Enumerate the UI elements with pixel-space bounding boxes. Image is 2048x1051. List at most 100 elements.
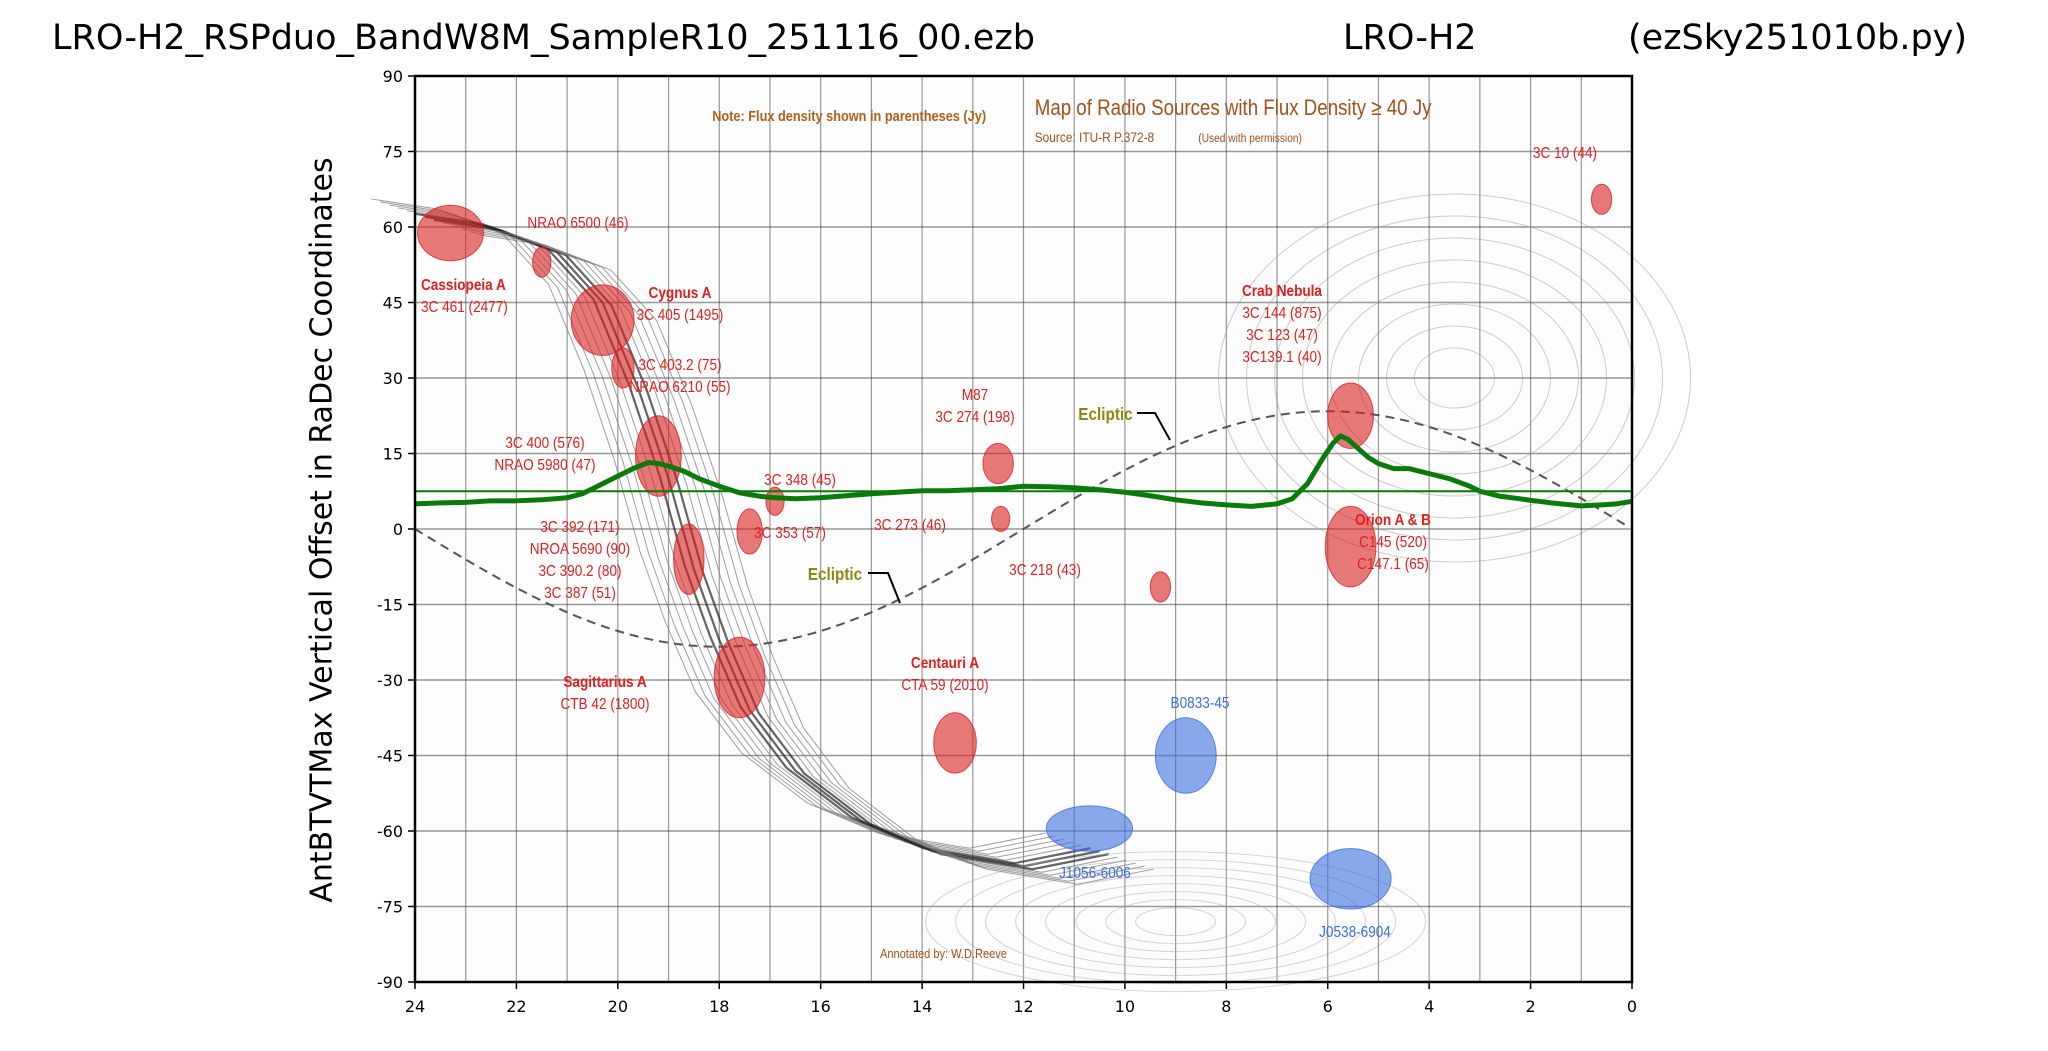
source-label-text: 3C 348 (45)	[764, 472, 836, 489]
source-label-text: Cassiopeia A	[421, 277, 506, 294]
source-label-text: C145 (520)	[1359, 534, 1427, 551]
radio-source-marker	[1149, 571, 1172, 603]
y-tick-label: 90	[383, 67, 403, 86]
source-label-text: 3C 403.2 (75)	[638, 357, 721, 374]
source-label-text: CTB 42 (1800)	[560, 696, 649, 713]
y-tick-label: 75	[383, 143, 403, 162]
script-title: (ezSky251010b.py)	[1628, 18, 1968, 58]
source-label-text: Cygnus A	[649, 285, 712, 302]
source-label: 3C 400 (576) NRAO 5980 (47)	[494, 435, 595, 474]
source-label: Cassiopeia A 3C 461 (2477)	[421, 277, 508, 316]
contour-line	[1218, 193, 1692, 563]
ecliptic-label: Ecliptic	[808, 564, 862, 584]
source-label: Sagittarius A CTB 42 (1800)	[560, 674, 649, 713]
source-label-text: 3C 218 (43)	[1009, 562, 1081, 579]
contour-line	[1105, 899, 1247, 945]
source-label-text: 3C 273 (46)	[874, 517, 946, 534]
source-label-text: NRAO 6500 (46)	[527, 215, 628, 232]
x-tick-label: 22	[506, 997, 526, 1016]
contour-line	[1302, 259, 1608, 497]
contour-line	[955, 859, 1397, 985]
y-tick-label: 30	[383, 369, 403, 388]
source-label-text: 3C139.1 (40)	[1242, 349, 1321, 366]
source-label-text: Orion A & B	[1355, 512, 1431, 529]
source-label: NRAO 6500 (46)	[527, 215, 628, 232]
source-label-text: Centauri A	[911, 655, 979, 672]
contour-line	[470, 231, 1145, 882]
x-tick-label: 12	[1013, 997, 1033, 1016]
ecliptic-pointer	[1137, 412, 1171, 441]
radio-source-marker	[982, 442, 1014, 485]
radio-source-marker	[417, 204, 484, 262]
source-label-text: 3C 144 (875)	[1242, 305, 1321, 322]
source-label-text: J1056-6006	[1059, 865, 1131, 882]
radio-source-marker	[713, 636, 766, 719]
y-tick-label: -60	[377, 822, 403, 841]
contour-line	[461, 228, 1136, 879]
source-label: J0538-6904	[1319, 924, 1391, 941]
radio-source-marker	[532, 246, 552, 278]
contour-line	[925, 851, 1427, 993]
contour-line	[1015, 875, 1337, 969]
contour-line	[1414, 347, 1496, 409]
contour-line	[433, 218, 1109, 871]
contour-line	[452, 225, 1127, 876]
contour-line	[1246, 215, 1664, 541]
radio-source-marker	[765, 486, 785, 516]
x-tick-label: 2	[1525, 997, 1535, 1016]
contour-line	[1358, 303, 1552, 453]
y-tick-label: -30	[377, 671, 403, 690]
radio-source-marker	[1324, 505, 1377, 588]
source-label: Crab Nebula 3C 144 (875) 3C 123 (47) 3C139.…	[1242, 283, 1323, 366]
y-tick-label: 60	[383, 218, 403, 237]
radio-source-marker	[570, 284, 635, 356]
source-label-text: 3C 390.2 (80)	[538, 563, 621, 580]
source-label: 3C 218 (43)	[1009, 562, 1081, 579]
source-label-text: 3C 461 (2477)	[421, 299, 508, 316]
source-label-text: NRAO 5980 (47)	[494, 457, 595, 474]
contour-line	[1045, 883, 1307, 961]
source-label: Orion A & B C145 (520) C147.1 (65)	[1355, 512, 1431, 573]
station-title: LRO-H2	[1343, 18, 1477, 58]
source-label-text: 3C 123 (47)	[1246, 327, 1318, 344]
source-label-text: 3C 405 (1495)	[637, 307, 724, 324]
annotated-by-annotation: Annotated by: W.D.Reeve	[880, 946, 1007, 961]
contour-line	[1135, 907, 1217, 937]
source-label: B0833-45	[1171, 695, 1230, 712]
source-label-text: CTA 59 (2010)	[901, 677, 988, 694]
radio-source-marker	[1154, 717, 1217, 794]
contour-line	[380, 201, 1055, 852]
radio-source-marker	[1045, 805, 1134, 852]
contour-line	[1075, 891, 1277, 953]
x-tick-label: 6	[1323, 997, 1333, 1016]
source-label: 3C 348 (45)	[764, 472, 836, 489]
y-tick-label: 0	[393, 520, 403, 539]
source-label-text: NROA 5690 (90)	[530, 541, 630, 558]
x-tick-label: 14	[912, 997, 932, 1016]
contour-line	[371, 198, 1046, 849]
source-label-text: Crab Nebula	[1242, 283, 1323, 300]
source-label-text: C147.1 (65)	[1357, 556, 1429, 573]
x-tick-label: 10	[1115, 997, 1135, 1016]
contour-line	[1330, 281, 1580, 475]
file-title: LRO-H2_RSPduo_BandW8M_SampleR10_251116_0…	[52, 18, 1035, 58]
x-tick-label: 8	[1221, 997, 1231, 1016]
x-tick-label: 18	[709, 997, 729, 1016]
y-tick-label: 15	[383, 445, 403, 464]
ecliptic-pointer	[868, 572, 901, 604]
source-label: Centauri A CTA 59 (2010)	[901, 655, 988, 694]
contour-line	[1274, 237, 1636, 519]
radio-source-marker	[736, 508, 763, 555]
y-tick-label: 45	[383, 294, 403, 313]
source-label: 3C 10 (44)	[1533, 145, 1597, 162]
source-label-text: Sagittarius A	[563, 674, 647, 691]
radio-source-marker	[673, 523, 705, 595]
radio-source-marker	[635, 415, 682, 497]
ecliptic-label: Ecliptic	[1078, 404, 1132, 424]
map-permission-annotation: (Used with permission)	[1198, 132, 1302, 145]
contour-line	[985, 867, 1367, 977]
x-tick-label: 16	[810, 997, 830, 1016]
source-label-text: B0833-45	[1171, 695, 1230, 712]
source-label: 3C 392 (171) NROA 5690 (90) 3C 390.2 (80) 3…	[530, 519, 630, 602]
